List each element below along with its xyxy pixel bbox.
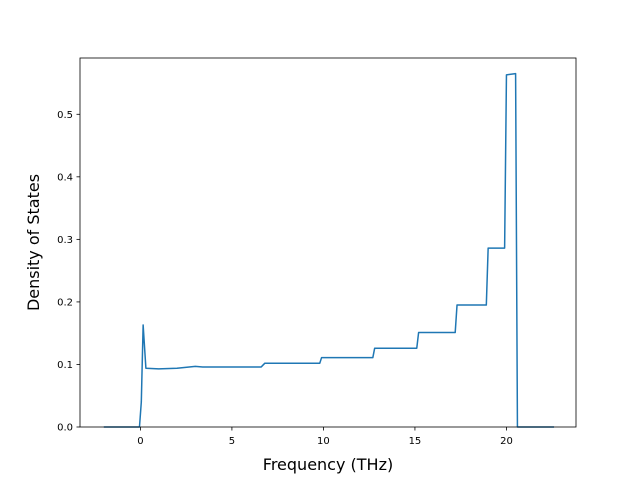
x-tick-label: 5 bbox=[229, 436, 235, 447]
x-tick-label: 15 bbox=[409, 436, 422, 447]
y-axis-label: Density of States bbox=[24, 174, 43, 311]
x-axis-label: Frequency (THz) bbox=[263, 455, 393, 474]
y-tick-label: 0.5 bbox=[57, 110, 73, 121]
y-tick-label: 0.1 bbox=[57, 360, 73, 371]
y-tick-label: 0.0 bbox=[57, 423, 73, 434]
x-tick-label: 20 bbox=[500, 436, 513, 447]
x-axis-ticks: 0 5 10 15 20 bbox=[137, 427, 513, 447]
y-axis-ticks: 0.0 0.1 0.2 0.3 0.4 0.5 bbox=[57, 110, 80, 434]
plot-frame bbox=[79, 57, 577, 428]
plot-background bbox=[80, 58, 576, 427]
y-tick-label: 0.3 bbox=[57, 235, 73, 246]
dos-series-line bbox=[103, 72, 555, 428]
x-tick-label: 0 bbox=[137, 436, 143, 447]
y-tick-label: 0.2 bbox=[57, 297, 73, 308]
y-tick-label: 0.4 bbox=[57, 172, 73, 183]
x-tick-label: 10 bbox=[317, 436, 330, 447]
